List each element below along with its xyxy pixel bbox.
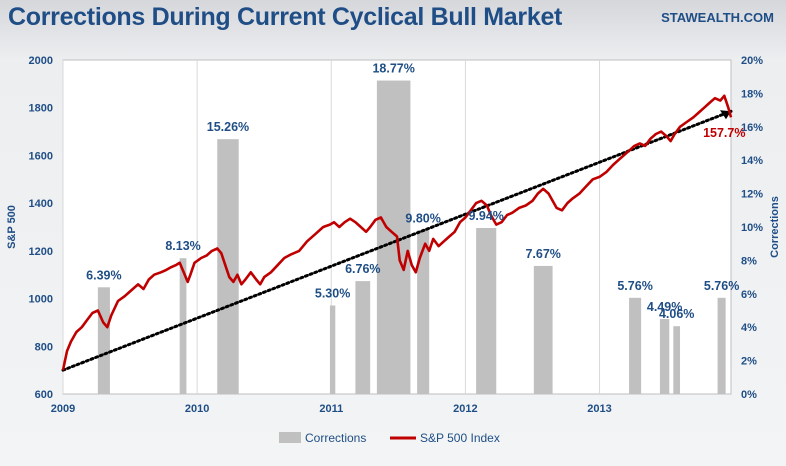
correction-data-label: 5.76% (704, 279, 739, 293)
sp500-line (61, 94, 733, 371)
y-left-tick-label: 1600 (29, 150, 53, 162)
correction-bar (717, 297, 726, 394)
correction-bar (673, 326, 681, 394)
x-tick-label: 2010 (185, 403, 209, 415)
x-tick-label: 2011 (319, 403, 343, 415)
correction-data-label: 5.30% (315, 286, 350, 300)
correction-bar (417, 230, 430, 394)
y-right-tick-label: 10% (741, 222, 763, 234)
y-right-axis-label: Corrections (769, 196, 781, 258)
brand-label: STAWEALTH.COM (661, 10, 774, 25)
y-right-tick-label: 12% (741, 189, 763, 201)
correction-data-label: 4.49% (647, 300, 682, 314)
correction-bar (629, 297, 642, 394)
legend-swatch-corrections (279, 432, 301, 443)
y-right-tick-label: 14% (741, 155, 763, 167)
y-right-tick-label: 2% (741, 356, 757, 368)
correction-data-label: 6.39% (86, 268, 121, 282)
chart-title: Corrections During Current Cyclical Bull… (8, 3, 563, 31)
y-right-tick-label: 4% (741, 322, 757, 334)
correction-bar (179, 258, 187, 394)
correction-data-label: 4.06% (659, 307, 694, 321)
correction-data-label: 8.13% (165, 239, 200, 253)
correction-data-label: 9.80% (405, 211, 440, 225)
x-tick-label: 2009 (51, 403, 75, 415)
x-tick-label: 2013 (587, 403, 611, 415)
y-left-tick-label: 2000 (29, 55, 53, 67)
y-left-tick-label: 1400 (29, 198, 53, 210)
y-right-tick-label: 0% (741, 389, 757, 401)
gain-annotation: 157.7% (703, 126, 745, 140)
correction-data-label: 7.67% (525, 247, 560, 261)
correction-data-label: 15.26% (207, 120, 249, 134)
y-left-tick-label: 800 (35, 341, 53, 353)
correction-data-label: 18.77% (372, 62, 414, 76)
y-left-tick-label: 1800 (29, 103, 53, 115)
correction-bar (97, 287, 110, 394)
legend-label-sp500: S&P 500 Index (420, 431, 500, 445)
y-right-tick-label: 8% (741, 255, 757, 267)
correction-data-label: 9.94% (468, 209, 503, 223)
correction-bar (533, 265, 553, 394)
correction-bar (329, 305, 336, 394)
y-left-axis-label: S&P 500 (6, 205, 18, 249)
correction-bar (217, 139, 239, 394)
y-right-tick-label: 18% (741, 88, 763, 100)
correction-data-label: 5.76% (617, 279, 652, 293)
correction-bar (355, 281, 371, 394)
correction-bar (659, 319, 670, 394)
y-right-tick-label: 16% (741, 122, 763, 134)
y-left-tick-label: 1000 (29, 294, 53, 306)
correction-bar (476, 228, 497, 394)
x-tick-label: 2012 (453, 403, 477, 415)
y-right-tick-label: 6% (741, 289, 757, 301)
y-right-tick-label: 20% (741, 55, 763, 67)
y-left-tick-label: 600 (35, 389, 53, 401)
legend-label-corrections: Corrections (305, 431, 366, 445)
trend-arrowhead (720, 110, 731, 120)
y-left-tick-label: 1200 (29, 246, 53, 258)
correction-data-label: 6.76% (345, 262, 380, 276)
